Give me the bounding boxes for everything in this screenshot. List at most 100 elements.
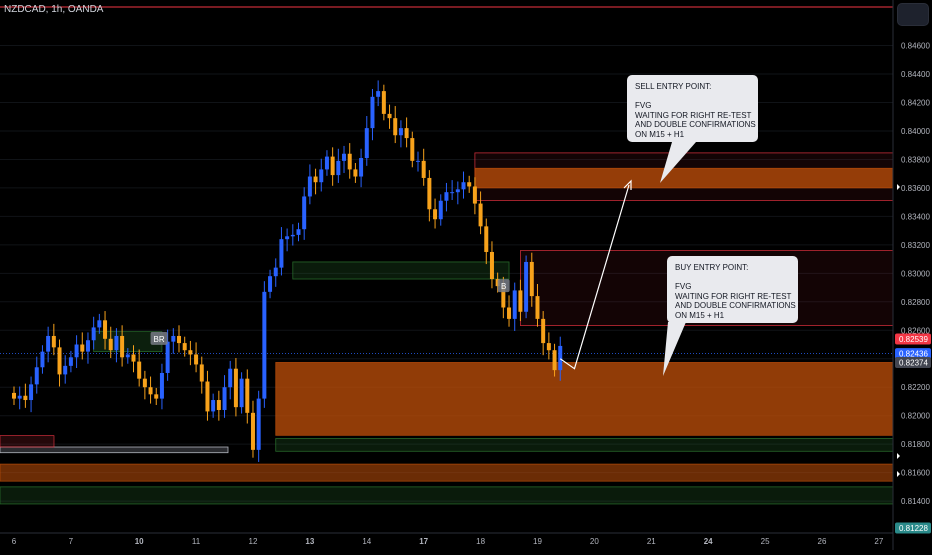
y-tick-label: 0.82600 — [901, 326, 930, 335]
candle-body — [239, 378, 244, 408]
candle-body — [268, 276, 273, 292]
candle-body — [353, 169, 358, 177]
candle-body — [370, 96, 375, 129]
lower-demand-box — [275, 438, 894, 452]
candle-body — [552, 350, 557, 371]
y-tick-label: 0.83000 — [901, 269, 930, 278]
candle-body — [233, 368, 238, 408]
candle-body — [273, 267, 278, 277]
candle-body — [347, 153, 352, 170]
sell-entry-annotation: SELL ENTRY POINT: FVG WAITING FOR RIGHT … — [627, 75, 758, 142]
candle-body — [137, 361, 142, 379]
x-tick-label: 21 — [647, 537, 656, 546]
x-tick-label: 25 — [761, 537, 770, 546]
candle-body — [359, 158, 364, 177]
candle-body — [159, 372, 164, 399]
y-tick-label: 0.82800 — [901, 298, 930, 307]
x-tick-label: 17 — [419, 537, 428, 546]
candle-body — [262, 291, 267, 399]
candle-body — [546, 343, 551, 351]
candles — [12, 80, 563, 462]
candle-body — [535, 296, 540, 319]
axis-marker-arrow — [897, 471, 900, 477]
candle-body — [34, 367, 39, 385]
y-tick-label: 0.81600 — [901, 469, 930, 478]
y-tick-label: 0.83600 — [901, 184, 930, 193]
price-label: 0.82436 — [899, 350, 928, 359]
price-label: 0.82374 — [899, 358, 928, 367]
buy-entry-annotation: BUY ENTRY POINT: FVG WAITING FOR RIGHT R… — [667, 256, 798, 323]
lower-green-box — [0, 486, 894, 505]
candle-body — [80, 344, 85, 352]
projection-arrow — [623, 179, 632, 190]
x-tick-label: 24 — [704, 537, 713, 546]
y-tick-label: 0.84400 — [901, 70, 930, 79]
candle-body — [114, 335, 119, 351]
candle-body — [188, 350, 193, 355]
y-tick-label: 0.81400 — [901, 497, 930, 506]
candle-body — [51, 335, 56, 348]
candle-body — [222, 387, 227, 410]
candle-body — [23, 395, 28, 401]
candle-body — [404, 128, 409, 139]
marker-label-box — [150, 331, 168, 345]
x-tick-label: 27 — [874, 537, 883, 546]
candle-body — [450, 192, 455, 194]
chart-menu-button[interactable] — [897, 3, 929, 26]
candle-body — [182, 343, 187, 351]
candle-body — [74, 344, 79, 358]
candle-body — [245, 378, 250, 413]
candle-body — [512, 290, 517, 319]
candle-body — [12, 392, 16, 399]
candle-body — [57, 347, 62, 375]
candle-body — [342, 153, 347, 161]
x-tick-label: 26 — [818, 537, 827, 546]
x-tick-label: 20 — [590, 537, 599, 546]
y-tick-label: 0.83800 — [901, 155, 930, 164]
candle-body — [478, 203, 483, 227]
y-tick-label: 0.84600 — [901, 42, 930, 51]
candle-body — [472, 186, 477, 204]
x-tick-label: 13 — [305, 537, 314, 546]
candle-body — [524, 261, 529, 312]
candle-body — [256, 398, 261, 450]
price-label-box — [895, 348, 931, 360]
candle-body — [17, 395, 22, 399]
price-label-box — [895, 356, 931, 368]
candle-body — [199, 364, 204, 382]
candle-body — [501, 286, 506, 308]
y-tick-label: 0.83200 — [901, 241, 930, 250]
y-tick-label: 0.83400 — [901, 212, 930, 221]
candle-body — [296, 229, 301, 235]
candle-body — [529, 261, 534, 297]
candle-body — [444, 192, 449, 201]
candle-body — [194, 354, 199, 365]
buy-fvg-zone — [275, 362, 894, 436]
candle-body — [319, 169, 324, 183]
y-tick-label: 0.84200 — [901, 98, 930, 107]
candle-body — [103, 320, 108, 339]
marker-label: BR — [153, 335, 164, 344]
candle-body — [211, 400, 216, 412]
y-tick-label: 0.81800 — [901, 440, 930, 449]
candle-body — [148, 387, 153, 395]
candle-body — [91, 327, 96, 341]
candle-body — [364, 128, 369, 159]
candle-body — [410, 138, 415, 161]
x-tick-label: 11 — [192, 537, 201, 546]
sell-callout-pointer — [660, 142, 696, 183]
candle-body — [438, 200, 443, 220]
candle-body — [250, 412, 255, 450]
candle-body — [142, 378, 147, 388]
candle-body — [393, 118, 398, 136]
candle-body — [507, 307, 512, 319]
candle-body — [330, 156, 335, 176]
candle-body — [484, 226, 489, 252]
candle-body — [279, 239, 284, 268]
demand-box — [292, 261, 510, 280]
candle-body — [421, 160, 426, 178]
x-tick-label: 7 — [69, 537, 74, 546]
y-tick-label: 0.84000 — [901, 127, 930, 136]
candle-body — [40, 351, 45, 368]
